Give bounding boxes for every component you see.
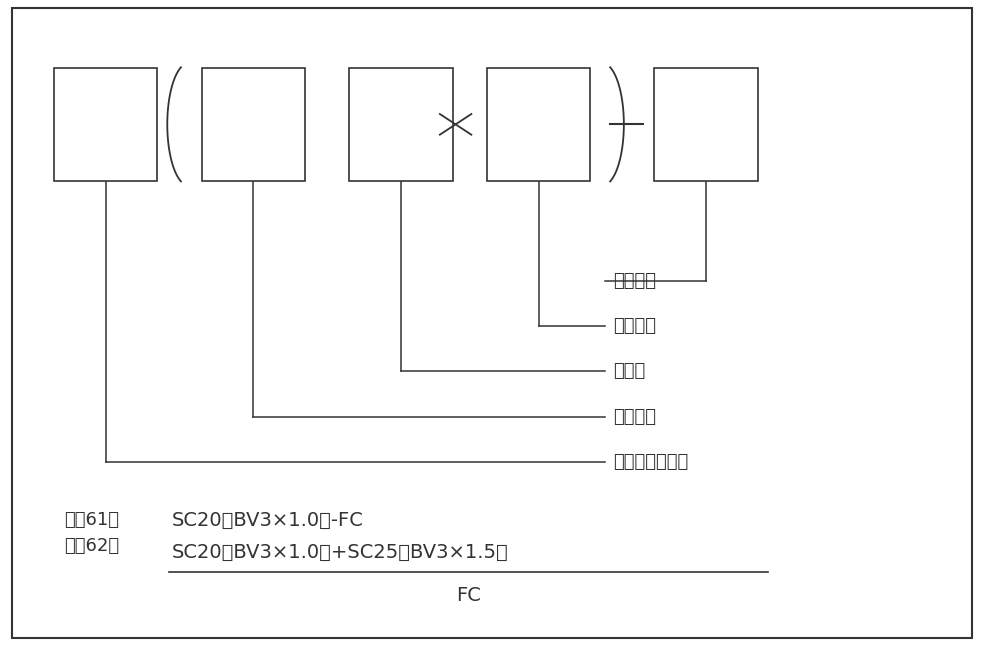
Bar (654, 68, 758, 181)
Text: SC20（BV3×1.0）-FC: SC20（BV3×1.0）-FC (172, 510, 364, 530)
Text: 导根数: 导根数 (613, 362, 646, 380)
Text: 管槽类型、规格: 管槽类型、规格 (613, 453, 688, 471)
Text: 例刖61：: 例刖61： (64, 511, 119, 529)
Bar (202, 68, 305, 181)
Text: 敏设方式: 敏设方式 (613, 272, 656, 290)
Bar (487, 68, 590, 181)
Text: SC20（BV3×1.0）+SC25（BV3×1.5）: SC20（BV3×1.0）+SC25（BV3×1.5） (172, 543, 509, 562)
Text: 例刖62：: 例刖62： (64, 537, 119, 555)
Text: 导线截面: 导线截面 (613, 317, 656, 335)
Text: 导线型号: 导线型号 (613, 408, 656, 426)
Bar (349, 68, 453, 181)
Text: FC: FC (456, 586, 481, 605)
Bar (54, 68, 157, 181)
